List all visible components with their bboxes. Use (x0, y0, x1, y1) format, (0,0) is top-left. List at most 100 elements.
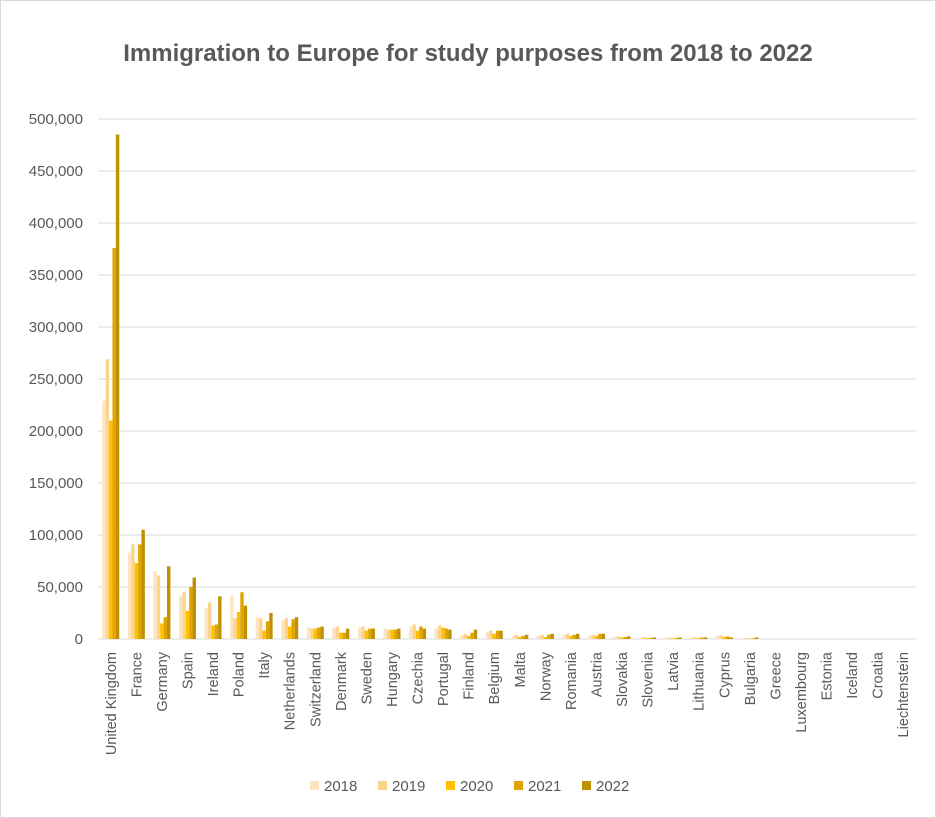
bar (153, 571, 157, 639)
y-tick-label: 150,000 (29, 475, 83, 492)
bar (678, 637, 682, 639)
bar (313, 628, 317, 639)
x-tick-label: Switzerland (308, 652, 324, 727)
bar (364, 630, 369, 639)
bar (587, 635, 592, 639)
bar (291, 619, 295, 639)
x-tick-label: Czechia (411, 651, 427, 704)
bar (511, 635, 515, 639)
bar (412, 624, 416, 639)
x-tick-label: Netherlands (283, 652, 299, 730)
x-tick-label: Poland (232, 652, 248, 697)
bar (485, 631, 490, 639)
bar (269, 613, 273, 639)
bar (397, 628, 401, 639)
bar (576, 633, 580, 639)
x-tick-label: Slovenia (641, 651, 657, 708)
bar (383, 628, 387, 639)
legend-label: 2020 (460, 778, 493, 795)
bar (460, 634, 464, 639)
y-tick-label: 250,000 (29, 371, 83, 388)
legend-label: 2018 (324, 778, 357, 795)
x-tick-label: Latvia (666, 651, 682, 691)
bar (316, 627, 321, 639)
y-tick-label: 500,000 (29, 111, 83, 128)
bar (204, 607, 208, 639)
bar (540, 634, 544, 639)
x-tick-label: United Kingdom (104, 652, 120, 755)
bar (518, 636, 522, 639)
y-tick-label: 100,000 (29, 527, 83, 544)
bar (754, 637, 759, 639)
bar (310, 628, 314, 639)
bar (620, 637, 624, 639)
bar (547, 634, 551, 639)
bar (652, 637, 657, 639)
x-tick-label: Croatia (871, 651, 887, 699)
x-tick-label: Lithuania (692, 651, 708, 711)
y-tick-label: 400,000 (29, 215, 83, 232)
bar (700, 637, 704, 639)
bar (744, 638, 749, 639)
x-tick-label: Liechtenstein (896, 652, 912, 737)
bar (473, 629, 478, 639)
bar (616, 636, 621, 639)
x-tick-label: Ireland (206, 652, 222, 696)
x-tick-label: Sweden (359, 652, 375, 704)
bar (233, 618, 237, 639)
bar (218, 596, 222, 639)
bar (613, 636, 617, 639)
bar (591, 634, 595, 639)
bar (185, 610, 190, 639)
bar (105, 359, 110, 639)
bar (495, 630, 500, 639)
bar (335, 626, 340, 639)
bar (182, 592, 186, 639)
bar (722, 636, 726, 639)
bar (236, 611, 241, 639)
bar (357, 627, 362, 639)
bar (524, 634, 529, 639)
bar (265, 621, 270, 639)
bar (345, 628, 350, 639)
bar (715, 635, 720, 639)
bar (492, 633, 496, 639)
y-tick-label: 300,000 (29, 319, 83, 336)
x-tick-label: Belgium (487, 652, 503, 704)
bar (466, 635, 471, 639)
bar (697, 638, 701, 639)
bar (243, 605, 248, 639)
bar (601, 633, 605, 639)
y-tick-label: 50,000 (37, 579, 83, 596)
x-tick-label: Malta (513, 651, 529, 687)
bar (138, 544, 142, 639)
y-axis-ticks: 0 50,000 100,000 150,000 200,000 250,000 300,0… (29, 111, 83, 648)
bar (339, 632, 343, 639)
bar (409, 626, 413, 639)
bar (332, 627, 336, 639)
bar (645, 637, 650, 639)
bar (499, 630, 503, 639)
legend-swatch (582, 781, 591, 790)
bar (156, 575, 161, 639)
gridlines (98, 118, 916, 640)
bar (115, 134, 120, 639)
bar (703, 637, 708, 639)
chart-title: Immigration to Europe for study purposes… (123, 40, 813, 67)
x-tick-label: Spain (180, 652, 196, 689)
bar (294, 617, 299, 639)
x-tick-label: Denmark (334, 651, 350, 711)
bar (725, 636, 730, 639)
bar (131, 544, 135, 639)
x-tick-label: Germany (155, 651, 171, 711)
x-tick-label: Cyprus (717, 652, 733, 698)
bar (741, 638, 745, 639)
bar (536, 635, 541, 639)
bar (419, 626, 423, 639)
bar (642, 637, 646, 639)
bar (598, 633, 602, 639)
bar (550, 633, 554, 639)
legend-swatch (446, 781, 455, 790)
x-tick-label: Bulgaria (743, 651, 759, 705)
y-tick-label: 450,000 (29, 163, 83, 180)
